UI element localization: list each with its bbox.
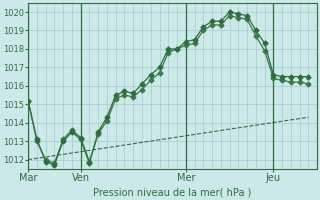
X-axis label: Pression niveau de la mer( hPa ): Pression niveau de la mer( hPa ) xyxy=(93,187,252,197)
